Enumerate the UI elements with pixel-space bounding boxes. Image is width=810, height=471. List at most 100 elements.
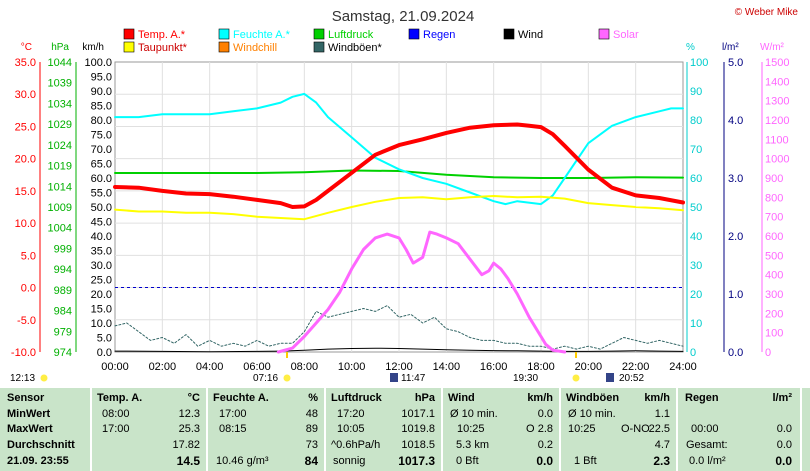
stats-temp-unit: °C [187,392,200,404]
x-tick-label: 18:00 [527,361,555,373]
legend-label: Windböen* [328,42,383,54]
axis-tick-label-pressure: 999 [54,243,72,255]
axis-tick-label-solar: 300 [765,289,783,301]
stats-temp-max: 25.3 [178,423,200,435]
stats-gust-title: Windböen [566,392,620,404]
axis-tick-label-temp: 5.0 [21,250,36,262]
axis-tick-label-humidity: 70 [690,144,702,156]
x-tick-label: 22:00 [622,361,650,373]
stats-wind-title: Wind [448,392,475,404]
chart-grid [114,61,684,353]
stats-temp-current: 14.5 [176,454,200,468]
stats-temp-max-time: 17:00 [102,423,130,435]
stats-temp-min-time: 08:00 [102,408,130,420]
axis-tick-label-solar: 900 [765,173,783,185]
stats-pressure-unit: hPa [414,392,435,404]
x-tick-label: 14:00 [433,361,461,373]
legend-swatch [313,28,325,40]
axis-tick-label-solar: 1100 [765,134,789,146]
axis-tick-label-wind: 20.0 [91,289,112,301]
stats-gust-min-label: Ø 10 min. [568,408,616,420]
axis-tick-label-temp: 35.0 [15,57,36,69]
axis-tick-label-wind: 60.0 [91,173,112,185]
axis-tick-label-pressure: 984 [54,306,72,318]
stats-rain-title: Regen [685,392,719,404]
axis-unit-temp: °C [21,42,32,53]
stats-humidity-max: 89 [305,423,318,435]
legend-label: Regen [423,29,455,41]
axis-tick-label-solar: 1400 [765,76,789,88]
stats-pressure-column: Luftdruck hPa 17:20 1017.1 10:05 1019.8 … [324,388,441,471]
axis-tick-label-wind: 30.0 [91,260,112,272]
sunrise-icon [40,374,48,382]
stats-wind-current: 0.0 [536,454,553,468]
axis-tick-label-wind: 80.0 [91,115,112,127]
axis-tick-label-temp: 30.0 [15,89,36,101]
axis-unit-humidity: % [686,42,695,53]
stats-gust-unit: km/h [644,392,670,404]
axis-tick-label-wind: 0.0 [97,347,112,359]
stats-row-avg-label: Durchschnitt [7,439,75,451]
axis-tick-label-humidity: 90 [690,86,702,98]
axis-tick-label-wind: 55.0 [91,188,112,200]
stats-pressure-max: 1019.8 [401,423,435,435]
legend-label: Feuchte A.* [233,29,291,41]
day-marker-time: 12:13 [10,373,35,384]
axis-tick-label-pressure: 989 [54,285,72,297]
axis-tick-label-solar: 400 [765,270,783,282]
weather-chart: Samstag, 21.09.2024 © Weber Mike Temp. A… [10,7,799,384]
legend-swatch [123,28,135,40]
axis-tick-label-humidity: 100 [690,57,708,69]
axis-tick-label-solar: 0 [765,347,771,359]
axis-tick-label-wind: 100.0 [84,57,112,69]
axis-tick-label-temp: 15.0 [15,186,36,198]
axis-tick-label-wind: 70.0 [91,144,112,156]
series-line-solar [276,230,567,354]
stats-wind-max-time: 10:25 [457,423,485,435]
legend-label: Temp. A.* [138,29,186,41]
legend-swatch [503,28,515,40]
axis-tick-label-humidity: 60 [690,173,702,185]
x-tick-label: 12:00 [385,361,413,373]
stats-gust-current: 2.3 [653,454,670,468]
axis-tick-label-pressure: 1029 [48,119,72,131]
chart-plot-area [113,92,685,354]
stats-rain-rate: 0.0 l/m² [689,455,726,467]
x-tick-label: 10:00 [338,361,366,373]
legend-swatch [218,41,230,53]
axis-tick-label-humidity: 0 [690,347,696,359]
stats-wind-run: 5.3 km [456,439,490,451]
axis-tick-label-temp: 10.0 [15,218,36,230]
series-line-pressure [114,169,684,179]
stats-pressure-forecast: sonnig [333,455,366,467]
sun-icon [283,374,291,382]
stats-rain-unit: l/m² [772,392,792,404]
axis-tick-label-pressure: 1044 [48,57,72,69]
stats-row-max-label: MaxWert [7,423,53,435]
stats-row-min-label: MinWert [7,408,51,420]
stats-rain-max-time: 00:00 [691,423,719,435]
stats-rain-total-label: Gesamt: [686,439,728,451]
legend-swatch [598,28,610,40]
day-marker-time: 20:52 [619,373,644,384]
axis-tick-label-pressure: 974 [54,347,72,359]
moonset-icon [606,373,614,382]
axis-tick-label-temp: -10.0 [11,347,36,359]
stats-wind-min: 0.0 [537,408,553,420]
series-line-humidity [114,92,684,206]
axis-tick-label-pressure: 1014 [48,181,72,193]
axis-tick-label-rain: 5.0 [728,57,743,69]
axis-tick-label-pressure: 979 [54,326,72,338]
stats-wind-min-label: Ø 10 min. [450,408,498,420]
axis-tick-label-wind: 10.0 [91,318,112,330]
stats-gust-min: 1.1 [654,408,670,420]
stats-gust-max-dir: O-NO [621,423,650,435]
axis-tick-label-pressure: 994 [54,264,72,276]
axis-unit-rain: l/m² [722,42,739,53]
axis-tick-label-pressure: 1034 [48,98,72,110]
axis-tick-label-humidity: 30 [690,260,702,272]
axis-tick-label-wind: 95.0 [91,72,112,84]
axis-tick-label-solar: 600 [765,231,783,243]
legend-label: Solar [613,29,639,41]
legend-label: Windchill [233,42,277,54]
